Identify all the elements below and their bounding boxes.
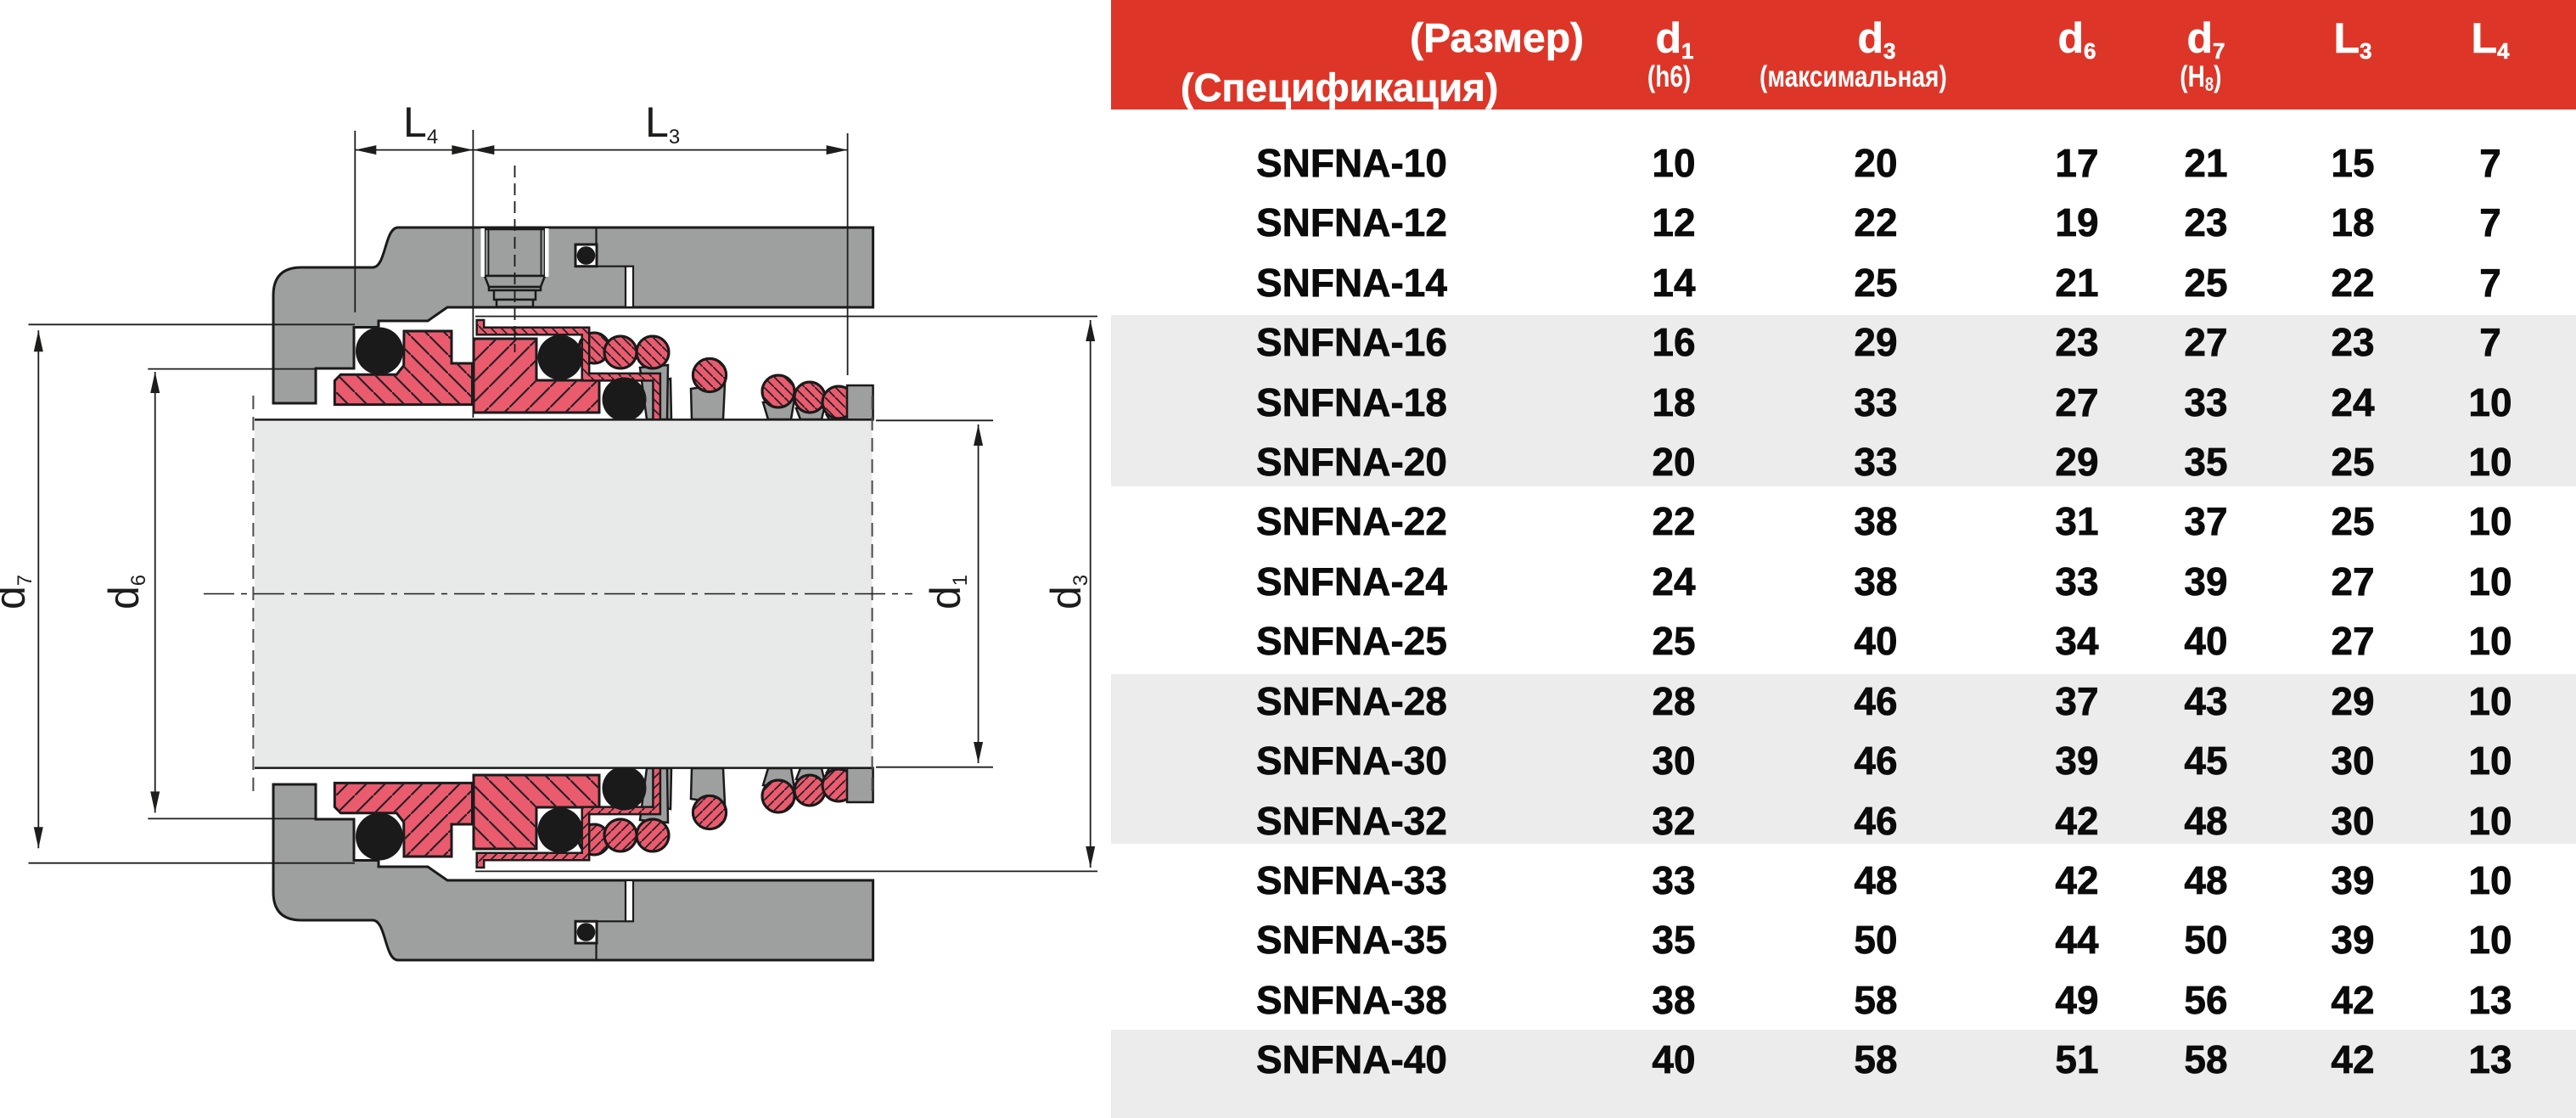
svg-text:d1: d1 — [922, 575, 972, 610]
svg-text:d6: d6 — [100, 575, 150, 610]
svg-text:d7: d7 — [0, 575, 36, 610]
svg-text:d3: d3 — [1042, 575, 1092, 610]
svg-text:L4: L4 — [403, 98, 438, 149]
svg-text:L3: L3 — [645, 98, 680, 149]
